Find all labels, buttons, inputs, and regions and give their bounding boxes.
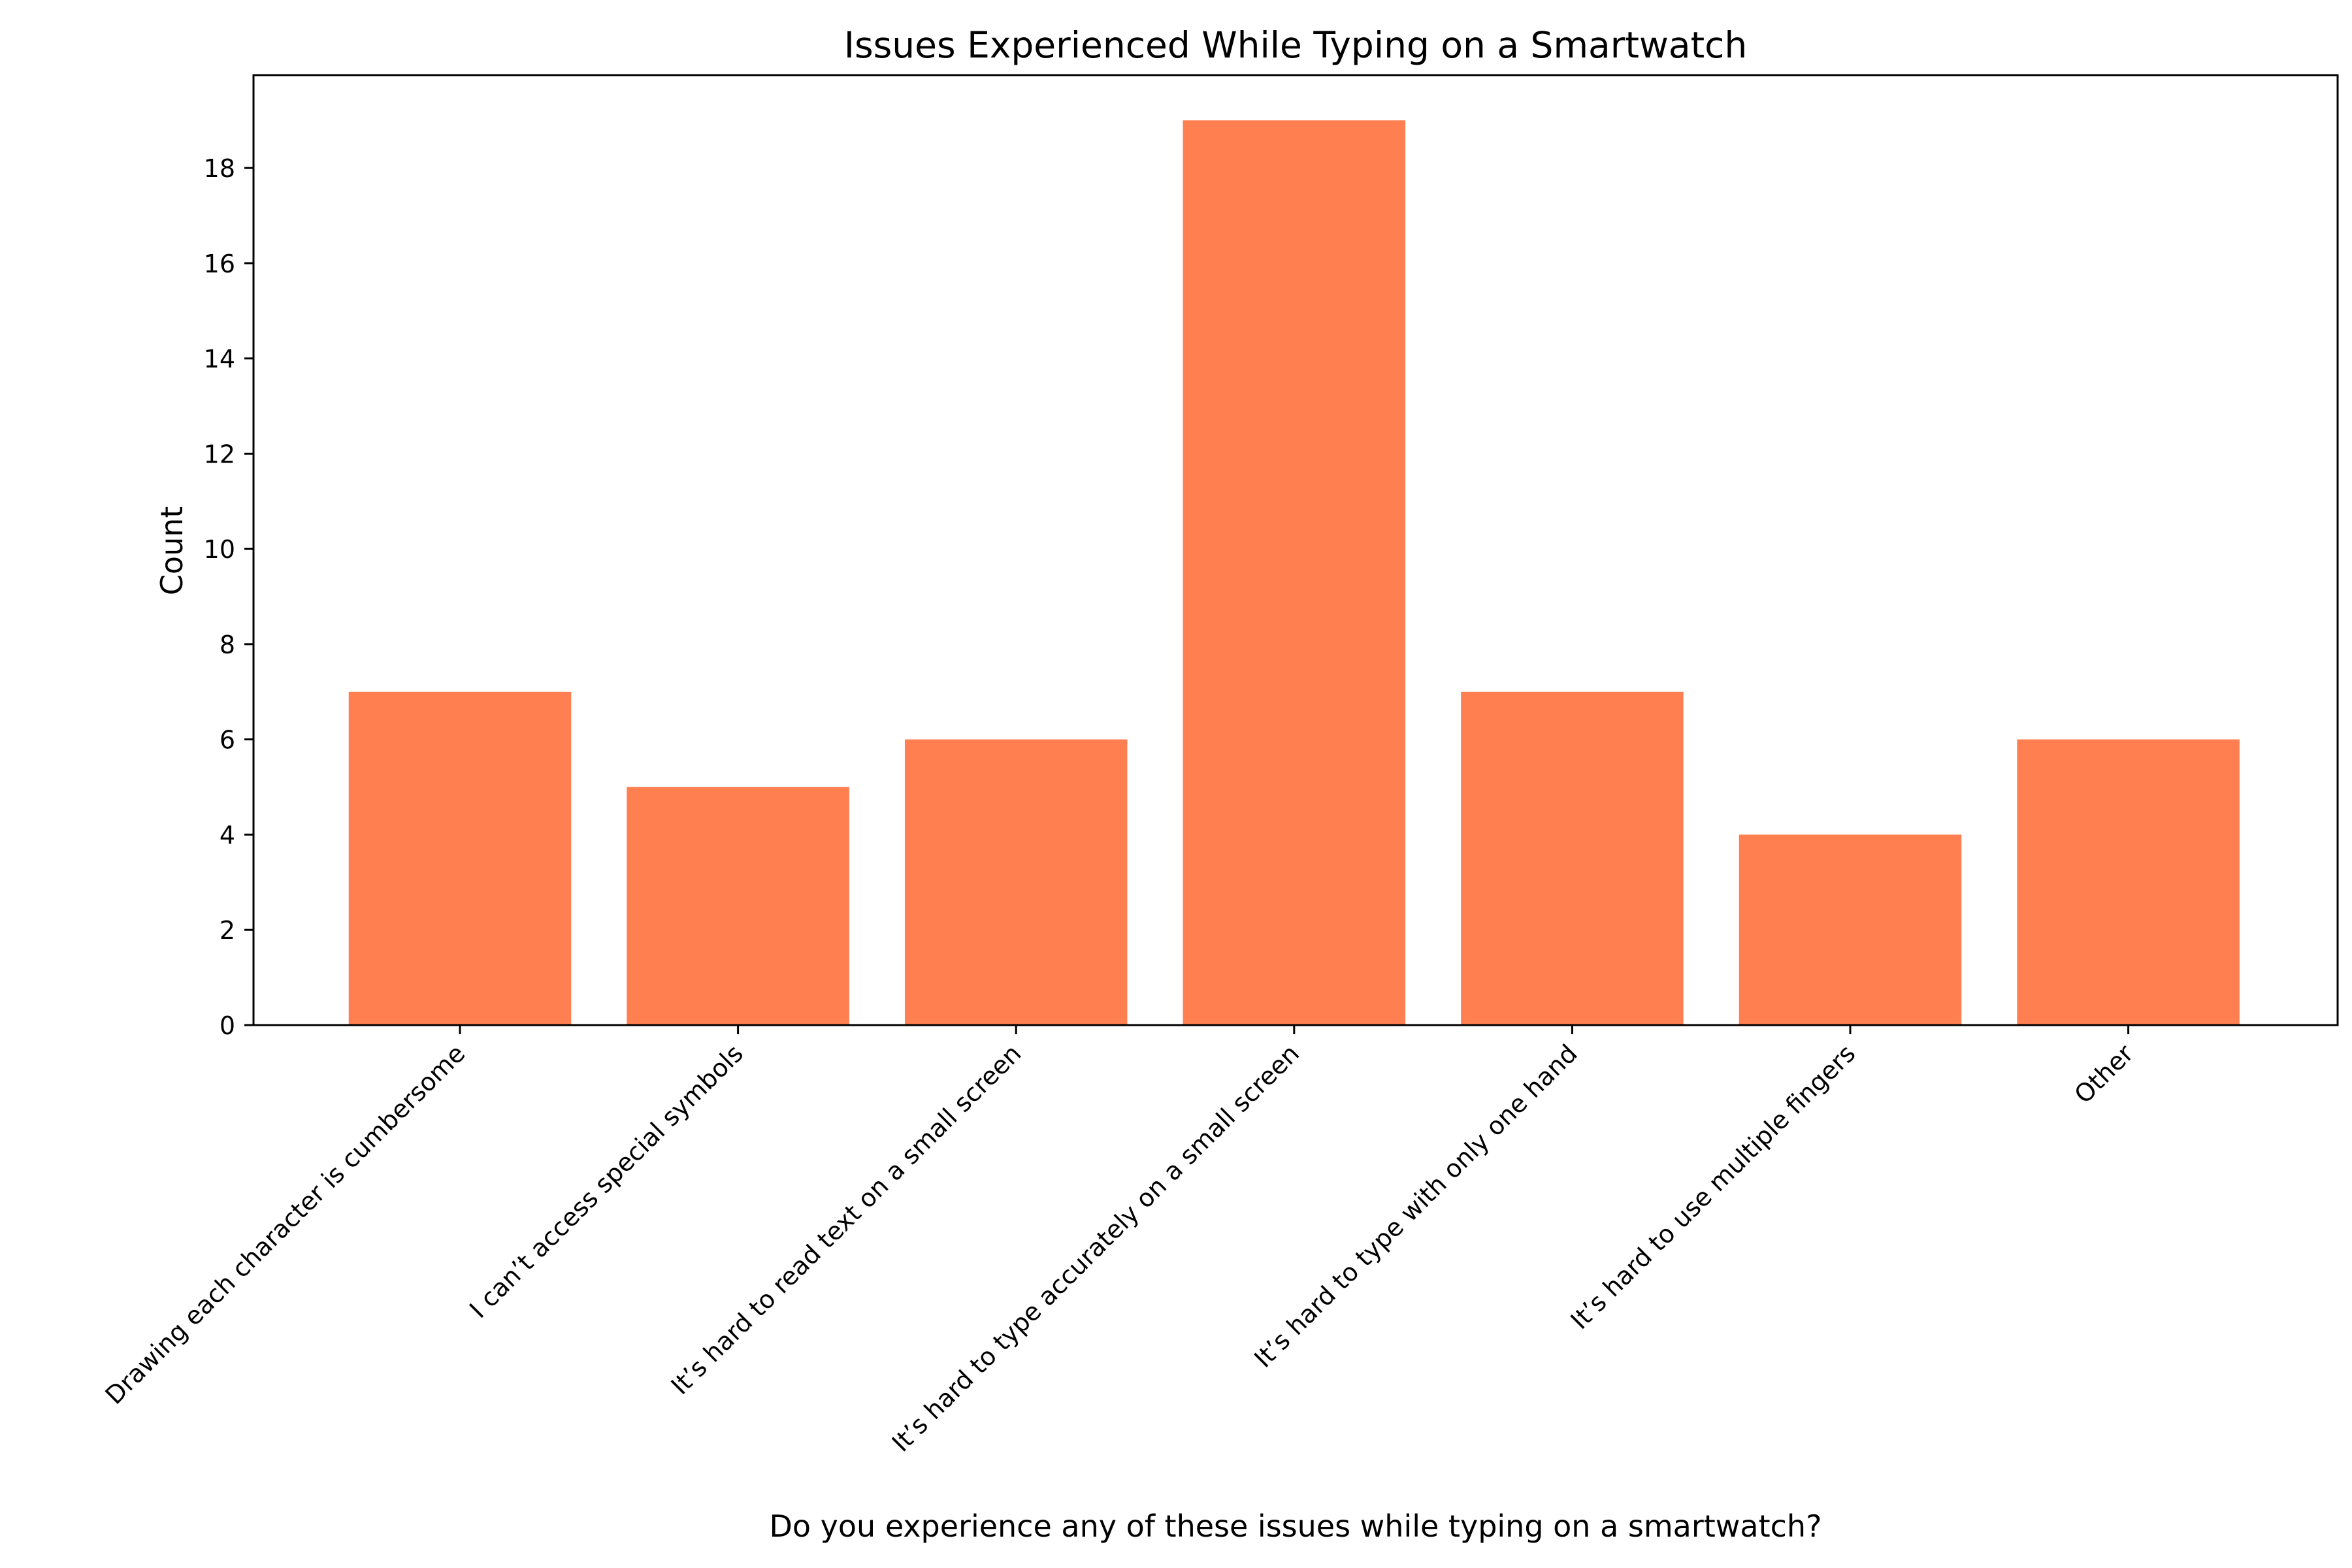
bar: [627, 787, 849, 1025]
y-tick-label: 4: [220, 821, 235, 849]
x-tick-label: It’s hard to read text on a small screen: [666, 1039, 1027, 1400]
y-tick-label: 12: [204, 440, 235, 468]
y-tick-label: 16: [204, 250, 235, 278]
bar: [1739, 834, 1962, 1025]
x-tick-label: Other: [2069, 1039, 2140, 1109]
bar: [1183, 120, 1406, 1026]
chart-title: Issues Experienced While Typing on a Sma…: [844, 24, 1748, 66]
bar: [2017, 739, 2240, 1025]
y-tick-label: 10: [204, 535, 235, 564]
y-ticks-group: 0 2 4 6 8 10 12 14 16 18: [204, 154, 253, 1040]
y-tick-label: 18: [204, 154, 235, 183]
x-tick-label: I can’t access special symbols: [464, 1039, 749, 1324]
bar: [348, 691, 572, 1025]
y-tick-label: 14: [204, 345, 235, 374]
y-tick-label: 0: [220, 1011, 235, 1040]
x-tick-label: It’s hard to type with only one hand: [1249, 1039, 1582, 1373]
x-axis-label: Do you experience any of these issues wh…: [769, 1509, 1821, 1544]
y-tick-label: 2: [220, 916, 235, 945]
bar: [1461, 691, 1684, 1025]
y-axis-label: Count: [154, 506, 189, 596]
bars-group: [348, 120, 2240, 1026]
bar: [904, 739, 1128, 1025]
plot-frame: [252, 74, 2339, 1026]
x-tick-label: It’s hard to use multiple fingers: [1565, 1039, 1861, 1335]
y-tick-label: 8: [220, 630, 235, 659]
x-tick-label: Drawing each character is cumbersome: [100, 1039, 471, 1410]
y-tick-label: 6: [220, 726, 235, 755]
